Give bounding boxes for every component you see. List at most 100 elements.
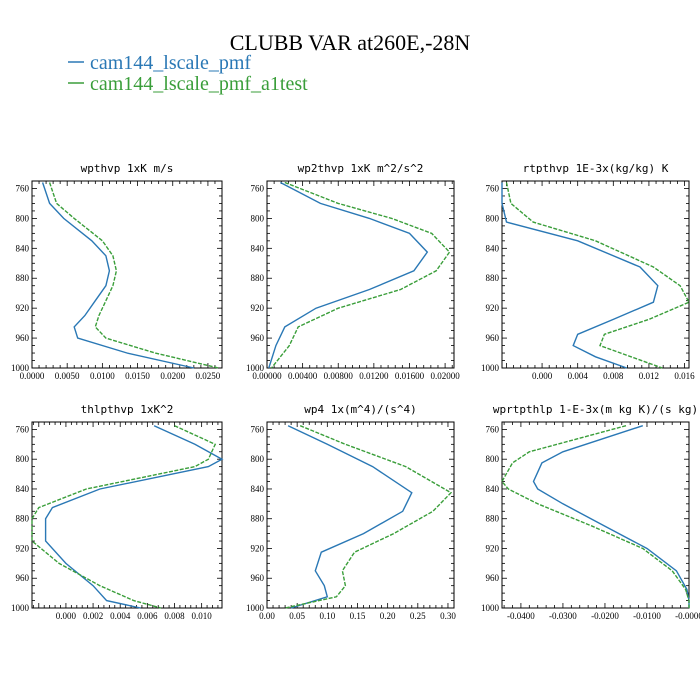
y-tick-label: 920 [251,303,265,313]
y-tick-label: 800 [16,213,30,223]
plot-frame [31,180,223,369]
legend-label-2: cam144_lscale_pmf_a1test [90,73,308,95]
x-tick-label: 0.00400 [288,371,318,381]
y-tick-label: 880 [251,514,265,524]
series-line-1 [287,425,413,609]
plot-frame [266,180,455,369]
x-tick-label: 0.00800 [324,371,354,381]
y-tick-label: 1000 [11,603,30,613]
panel-title: thlpthvp 1xK^2 [81,403,174,416]
plot-frame [501,180,690,369]
y-tick-label: 880 [16,273,30,283]
series-line-2 [48,182,219,369]
y-tick-label: 880 [486,273,500,283]
x-tick-label: 0.016 [674,371,695,381]
y-tick-label: 840 [251,243,265,253]
y-tick-label: 880 [251,273,265,283]
x-tick-label: 0.000 [532,371,553,381]
panel-6: wprtpthlp 1-E-3x(m kg K)/(s kg) 760 800 840… [481,403,700,621]
x-tick-label: 0.25 [410,611,426,621]
y-tick-label: 920 [251,543,265,553]
legend-label-1: cam144_lscale_pmf [90,52,251,74]
y-tick-label: 960 [16,573,30,583]
y-tick-label: 800 [486,454,500,464]
x-tick-label: 0.00000 [252,371,282,381]
y-tick-label: 880 [486,514,500,524]
x-tick-label: 0.15 [350,611,366,621]
y-tick-label: 960 [486,333,500,343]
panel-5: wp4 1x(m^4)/(s^4)76080084088092096010000… [246,403,456,621]
series-line-2 [501,425,690,608]
y-tick-label: 920 [16,303,30,313]
panel-title: wp2thvp 1xK m^2/s^2 [298,162,424,175]
x-tick-label: 0.0100 [90,371,115,381]
x-tick-label: 0.30 [440,611,456,621]
y-tick-label: 800 [486,213,500,223]
x-tick-label: -0.0400 [507,611,535,621]
series-line-2 [284,425,453,609]
y-tick-label: 1000 [481,363,500,373]
series-line-2 [31,425,217,609]
series-line-1 [44,425,224,609]
plot-frame [31,421,223,609]
figure-title: CLUBB VAR at260E,-28N [230,30,471,55]
y-tick-label: 840 [251,484,265,494]
series-line-2 [505,182,690,369]
x-tick-label: 0.004 [568,371,589,381]
x-tick-label: 0.010 [192,611,213,621]
panels: wpthvp 1xK m/s76080084088092096010000.00… [11,162,700,621]
y-tick-label: 760 [16,424,30,434]
y-tick-label: 920 [486,543,500,553]
series-line-1 [268,181,429,369]
x-tick-label: 0.006 [137,611,158,621]
legend: cam144_lscale_pmf cam144_lscale_pmf_a1te… [68,52,308,95]
panel-4: thlpthvp 1xK^2 760 800 840 880 920 960 1000 0.00… [11,403,224,621]
x-tick-label: 0.004 [110,611,131,621]
series-line-1 [532,425,690,608]
x-tick-label: 0.002 [83,611,103,621]
x-tick-label: 0.0050 [55,371,80,381]
x-tick-label: 0.0150 [125,371,150,381]
y-tick-label: 800 [251,213,265,223]
x-tick-label: -0.0000 [675,611,700,621]
y-tick-label: 1000 [11,363,30,373]
y-tick-label: 880 [16,514,30,524]
x-tick-label: 0.000 [56,611,77,621]
y-tick-label: 800 [251,454,265,464]
x-tick-label: 0.02000 [430,371,460,381]
y-tick-label: 960 [486,573,500,583]
series-line-2 [270,181,451,369]
y-tick-label: 960 [251,573,265,583]
y-tick-label: 760 [251,424,265,434]
y-tick-label: 1000 [246,363,265,373]
panel-title: rtpthvp 1E-3x(kg/kg) K [523,162,669,175]
y-tick-label: 760 [251,183,265,193]
plot-frame [501,421,690,609]
panel-title: wp4 1x(m^4)/(s^4) [304,403,417,416]
y-tick-label: 920 [16,543,30,553]
x-tick-label: 0.05 [289,611,305,621]
y-tick-label: 1000 [246,603,265,613]
y-tick-label: 1000 [481,603,500,613]
y-tick-label: 800 [16,454,30,464]
x-tick-label: 0.10 [319,611,335,621]
y-tick-label: 960 [16,333,30,343]
x-tick-label: 0.012 [639,371,659,381]
x-tick-label: 0.0250 [196,371,221,381]
panel-2: wp2thvp 1xK m^2/s^2 760 800 840 880 920 960 100… [246,162,460,381]
series-line-1 [41,182,195,369]
y-tick-label: 840 [486,243,500,253]
panel-title: wpthvp 1xK m/s [81,162,174,175]
x-tick-label: 0.20 [380,611,396,621]
y-tick-label: 760 [486,183,500,193]
x-tick-label: 0.0000 [20,371,45,381]
plot-frame [266,421,455,609]
x-tick-label: 0.00 [259,611,275,621]
x-tick-label: 0.01600 [395,371,425,381]
panel-1: wpthvp 1xK m/s76080084088092096010000.00… [11,162,223,381]
y-tick-label: 840 [16,484,30,494]
y-tick-label: 960 [251,333,265,343]
panel-title: wprtpthlp 1-E-3x(m kg K)/(s kg) [493,403,698,416]
y-tick-label: 840 [16,243,30,253]
